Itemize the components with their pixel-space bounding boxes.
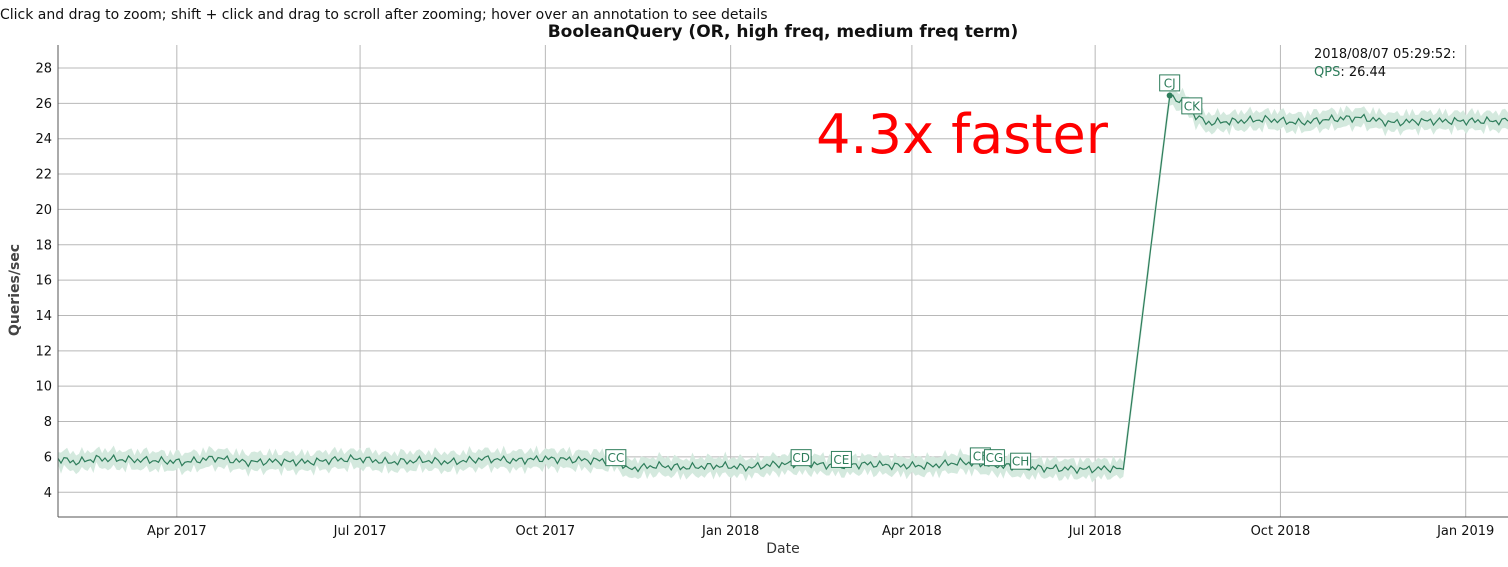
annotation-flag[interactable]: CK <box>1181 97 1203 115</box>
annotation-flag[interactable]: CE <box>830 450 852 468</box>
hover-point-marker <box>1166 92 1173 99</box>
y-tick-label: 8 <box>44 415 52 430</box>
legend-series-value: 26.44 <box>1348 65 1387 80</box>
annotation-box <box>983 449 1005 467</box>
annotation-box <box>1159 74 1181 92</box>
y-tick-labels: 4 6 8 10 12 14 16 18 20 22 24 26 28 <box>35 61 52 500</box>
x-axis-label: Date <box>766 541 799 557</box>
y-tick-label: 16 <box>35 274 52 289</box>
y-tick-label: 12 <box>35 344 52 359</box>
x-tick-label: Oct 2018 <box>1251 524 1311 539</box>
y-tick-label: 4 <box>44 486 52 501</box>
annotation-label: CD <box>792 451 810 465</box>
chart-title: BooleanQuery (OR, high freq, medium freq… <box>548 22 1019 42</box>
annotation-flag[interactable]: CG <box>983 449 1005 467</box>
x-tick-label: Apr 2017 <box>147 524 207 539</box>
legend-entry: QPS: 26.44 <box>1314 65 1387 80</box>
variance-band <box>58 86 1508 483</box>
annotation-label: CJ <box>1164 76 1176 90</box>
annotation-box <box>605 449 627 467</box>
annotation-flag[interactable]: CD <box>790 449 812 467</box>
x-tick-label: Jan 2019 <box>1436 524 1494 539</box>
annotation-label: CG <box>986 451 1004 465</box>
x-tick-label: Jul 2017 <box>333 524 387 539</box>
y-tick-label: 18 <box>35 238 52 253</box>
x-tick-label: Apr 2018 <box>882 524 942 539</box>
y-tick-label: 10 <box>35 380 52 395</box>
x-tick-label: Jan 2018 <box>701 524 759 539</box>
annotation-label: CH <box>1012 455 1029 469</box>
qps-series-line[interactable] <box>57 94 1508 475</box>
y-tick-label: 14 <box>35 309 52 324</box>
y-tick-label: 6 <box>44 450 52 465</box>
x-tick-label: Oct 2017 <box>516 524 576 539</box>
y-gridlines <box>58 67 1508 493</box>
annotation-flag[interactable]: CC <box>605 449 627 467</box>
annotation-box <box>1181 97 1203 115</box>
y-tick-label: 24 <box>35 132 52 147</box>
hover-legend: 2018/08/07 05:29:52: QPS: 26.44 <box>1314 46 1456 82</box>
annotation-label: CC <box>607 451 624 465</box>
annotation-box <box>830 450 852 468</box>
annotation-box <box>1010 452 1032 470</box>
y-tick-label: 20 <box>35 203 52 218</box>
zoom-hint: Click and drag to zoom; shift + click an… <box>0 7 768 23</box>
annotation-box <box>790 449 812 467</box>
y-tick-label: 28 <box>35 61 52 76</box>
legend-timestamp: 2018/08/07 05:29:52: <box>1314 47 1456 62</box>
x-tick-label: Jul 2018 <box>1068 524 1122 539</box>
x-tick-labels: Apr 2017 Jul 2017 Oct 2017 Jan 2018 Apr 2018… <box>147 524 1494 539</box>
annotation-label: CE <box>833 453 849 467</box>
legend-series-name: QPS <box>1314 65 1341 80</box>
annotation-flag[interactable]: CH <box>1010 452 1032 470</box>
annotation-label: CK <box>1184 99 1201 113</box>
y-tick-label: 26 <box>35 97 52 112</box>
annotation-flag[interactable]: CJ <box>1159 74 1181 92</box>
y-tick-label: 22 <box>35 168 52 183</box>
speedup-callout: 4.3x faster <box>816 103 1109 166</box>
y-axis-label: Queries/sec <box>7 244 23 336</box>
